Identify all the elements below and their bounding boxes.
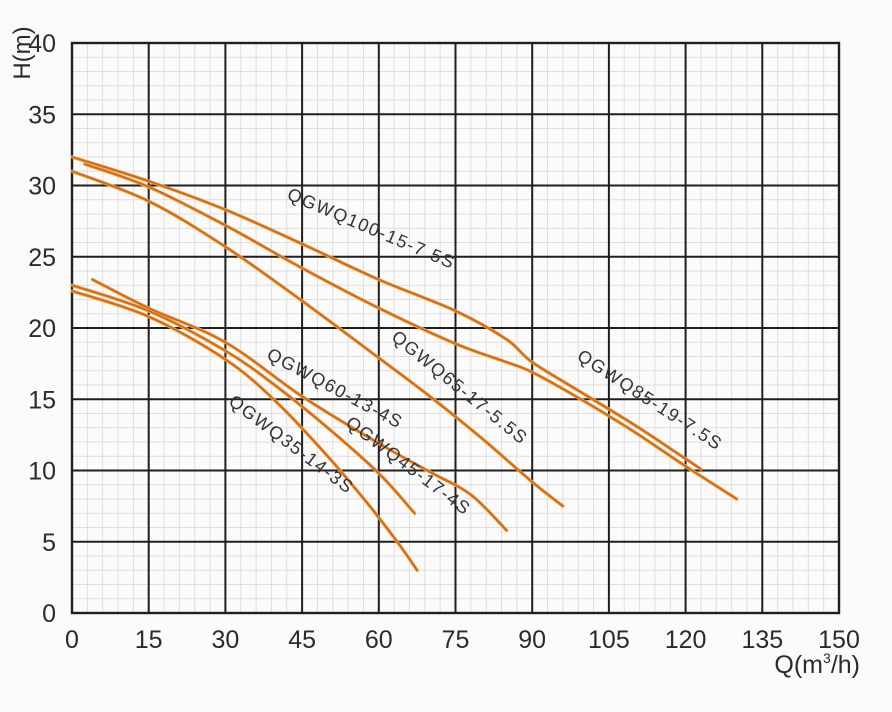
curve-label-qgwq35-14-3s: QGWQ35-14-3S [225, 391, 358, 498]
x-tick-label: 15 [135, 626, 163, 654]
x-tick-label: 75 [442, 626, 470, 654]
curve-qgwq60-13-4s [91, 278, 508, 532]
y-tick-label: 35 [28, 101, 56, 129]
curve-qgwq100-15-7-5s [71, 156, 702, 470]
x-axis-title-post: /h) [831, 651, 860, 679]
curve-qgwq45-17-4s [71, 284, 416, 515]
curve-qgwq85-19-7-5s [83, 163, 738, 500]
x-axis-title: Q(m3/h) [774, 650, 860, 679]
y-tick-label: 10 [28, 458, 56, 486]
y-tick-label: 5 [42, 529, 56, 557]
y-tick-label: 30 [28, 173, 56, 201]
y-axis-title: H(m) [9, 26, 36, 79]
curve-qgwq35-14-3s [71, 290, 418, 572]
x-axis-title-pre: Q(m [774, 651, 823, 679]
y-tick-label: 0 [42, 600, 56, 628]
plot-frame [70, 41, 841, 615]
x-tick-label: 120 [665, 626, 707, 654]
x-tick-label: 105 [588, 626, 630, 654]
y-tick-label: 40 [28, 30, 56, 58]
y-tick-label: 20 [28, 315, 56, 343]
x-axis-title-sup: 3 [823, 650, 831, 666]
y-tick-label: 15 [28, 386, 56, 414]
curve-qgwq65-17-5-5s [71, 170, 564, 507]
x-tick-label: 90 [518, 626, 546, 654]
x-tick-label: 150 [818, 626, 860, 654]
x-tick-label: 45 [288, 626, 316, 654]
x-tick-label: 135 [741, 626, 783, 654]
x-tick-label: 0 [65, 626, 79, 654]
curve-label-qgwq60-13-4s: QGWQ60-13-4S [264, 344, 407, 433]
x-tick-label: 30 [211, 626, 239, 654]
y-tick-label: 25 [28, 244, 56, 272]
x-tick-label: 60 [365, 626, 393, 654]
